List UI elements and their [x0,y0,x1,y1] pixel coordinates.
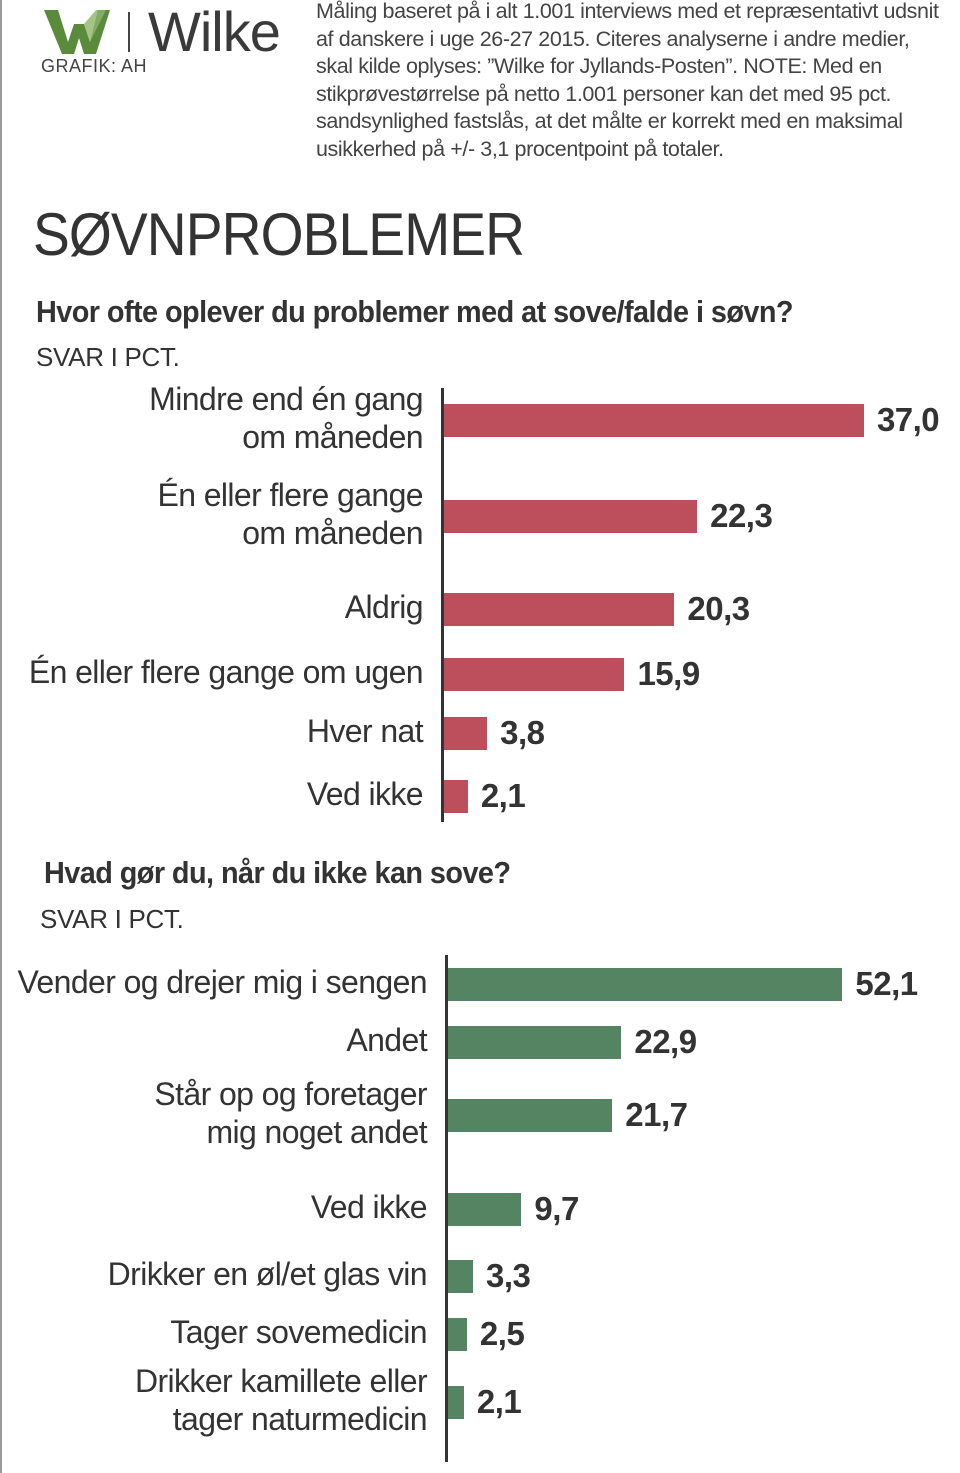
chart1-category-label: Ved ikke [306,775,424,813]
chart1-value-label: 3,8 [500,714,545,751]
chart1-question: Hvor ofte oplever du problemer med at so… [36,294,794,329]
chart2-value-label: 2,1 [476,1383,522,1420]
chart1-unit-label: SVAR I PCT. [36,342,180,372]
chart2-value-label: 21,7 [625,1096,688,1133]
category-label-line: Står op og foretager [154,1076,427,1112]
chart1-value-label: 15,9 [637,655,700,692]
chart2-unit-label: SVAR I PCT. [40,904,184,934]
category-label-line: Vender og drejer mig i sengen [17,964,427,1000]
chart2-bar [448,1259,473,1293]
chart1-axis [441,388,444,822]
chart1-category-label: Hver nat [306,712,424,750]
chart2-value-label: 2,5 [479,1315,525,1352]
chart1-value-label: 2,1 [480,777,526,814]
chart2-category-label: Tager sovemedicin [170,1313,427,1351]
chart2-bar [448,1192,522,1226]
category-label-line: Drikker en øl/et glas vin [107,1256,428,1292]
logo-separator [128,12,130,52]
methodology-note: Måling baseret på i alt 1.001 interviews… [316,0,939,161]
chart2-bar [448,1385,464,1419]
category-label-line: tager naturmedicin [172,1401,428,1437]
chart2-category-label: Drikker kamillete eller tager naturmedici… [134,1362,428,1438]
chart1-bar [444,716,488,750]
category-label-line: Andet [346,1022,427,1058]
chart2-value-label: 52,1 [855,965,918,1002]
wilke-w-logo-icon [44,10,110,54]
category-label-line: Tager sovemedicin [170,1314,427,1350]
chart2-bar [448,967,843,1001]
chart1-category-label: Én eller flere gange om måneden [157,476,423,552]
category-label-line: Hver nat [306,713,424,749]
chart1-bar [444,403,864,437]
left-border [0,0,2,1473]
chart2-value-label: 22,9 [634,1023,697,1060]
brand-logo: Wilke [44,0,294,78]
chart1-bar [444,779,468,813]
chart1-bar [444,592,675,626]
main-title: SØVNPROBLEMER [33,201,525,268]
chart2-bar [448,1098,613,1132]
chart1-bar [444,499,698,533]
chart2-category-label: Vender og drejer mig i sengen [17,963,427,1001]
category-label-line: Aldrig [344,589,424,625]
chart2-axis [445,955,448,1462]
chart2-value-label: 9,7 [534,1190,579,1227]
chart2-category-label: Står op og foretager mig noget andet [154,1075,427,1151]
chart2-category-label: Andet [346,1021,427,1059]
chart2-category-label: Drikker en øl/et glas vin [107,1255,428,1293]
chart1-value-label: 20,3 [687,590,750,627]
chart1-category-label: Mindre end én gang om måneden [149,380,423,456]
category-label-line: Ved ikke [306,776,424,812]
graphic-credit: GRAFIK: AH [41,56,148,76]
chart1-category-label: Én eller flere gange om ugen [28,653,424,691]
category-label-line: Ved ikke [310,1189,428,1225]
chart2-question: Hvad gør du, når du ikke kan sove? [44,855,511,890]
chart2-value-label: 3,3 [485,1257,531,1294]
chart2-bar [448,1317,467,1351]
chart1-value-label: 22,3 [710,497,773,534]
chart2-category-label: Ved ikke [310,1188,428,1226]
category-label-line: Drikker kamillete eller [134,1363,428,1399]
category-label-line: mig noget andet [206,1114,427,1150]
category-label-line: Én eller flere gange [157,477,423,513]
chart1-value-label: 37,0 [876,401,940,438]
chart1-bar [444,657,625,691]
chart2-bar [448,1025,622,1059]
chart1-category-label: Aldrig [344,588,424,626]
category-label-line: Mindre end én gang [149,381,423,417]
category-label-line: om måneden [242,515,423,551]
category-label-line: om måneden [242,419,423,455]
category-label-line: Én eller flere gange om ugen [28,654,424,690]
brand-name: Wilke [148,0,281,63]
